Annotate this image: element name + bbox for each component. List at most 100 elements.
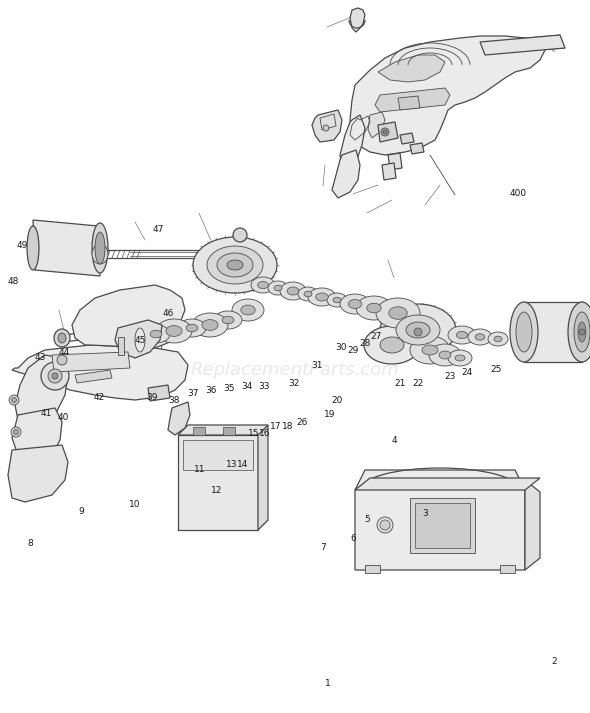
- Ellipse shape: [207, 246, 263, 284]
- Polygon shape: [398, 96, 420, 110]
- Polygon shape: [355, 478, 540, 490]
- Text: 40: 40: [58, 413, 70, 421]
- Ellipse shape: [222, 317, 234, 324]
- Ellipse shape: [396, 315, 440, 345]
- Bar: [365, 565, 380, 573]
- Polygon shape: [12, 408, 62, 462]
- Text: 46: 46: [162, 309, 174, 318]
- Text: 6: 6: [350, 534, 356, 543]
- Text: ReplacementParts.com: ReplacementParts.com: [191, 361, 399, 379]
- Ellipse shape: [308, 288, 336, 306]
- Text: 33: 33: [258, 382, 270, 391]
- Ellipse shape: [475, 334, 485, 340]
- Bar: [193, 427, 205, 435]
- Ellipse shape: [494, 337, 502, 342]
- Text: 29: 29: [347, 347, 359, 355]
- Ellipse shape: [304, 291, 312, 297]
- Text: 3: 3: [422, 509, 428, 518]
- Text: 20: 20: [332, 396, 343, 405]
- Polygon shape: [33, 220, 100, 276]
- Text: 34: 34: [241, 382, 253, 391]
- Ellipse shape: [316, 293, 328, 301]
- Circle shape: [414, 328, 422, 336]
- Polygon shape: [355, 470, 525, 570]
- Ellipse shape: [380, 304, 456, 356]
- Ellipse shape: [298, 287, 318, 301]
- Ellipse shape: [232, 299, 264, 321]
- Polygon shape: [312, 110, 342, 142]
- Polygon shape: [115, 320, 162, 358]
- Polygon shape: [388, 153, 402, 170]
- Text: 41: 41: [40, 409, 52, 418]
- Ellipse shape: [468, 329, 492, 345]
- Ellipse shape: [410, 336, 450, 364]
- Ellipse shape: [448, 326, 476, 344]
- Circle shape: [41, 362, 69, 390]
- Polygon shape: [400, 133, 414, 144]
- Ellipse shape: [280, 282, 306, 300]
- Polygon shape: [178, 435, 258, 530]
- Polygon shape: [525, 480, 540, 570]
- Text: 400: 400: [509, 190, 527, 198]
- Ellipse shape: [92, 223, 108, 273]
- Text: 23: 23: [444, 372, 455, 381]
- Polygon shape: [410, 143, 424, 154]
- Text: 45: 45: [135, 337, 146, 345]
- Ellipse shape: [488, 332, 508, 346]
- Polygon shape: [178, 520, 268, 530]
- Ellipse shape: [389, 307, 407, 319]
- Ellipse shape: [92, 244, 108, 264]
- Text: 25: 25: [490, 365, 502, 374]
- Text: 26: 26: [296, 418, 308, 426]
- Ellipse shape: [27, 226, 39, 270]
- Circle shape: [11, 427, 21, 437]
- Polygon shape: [52, 352, 130, 372]
- Ellipse shape: [367, 303, 381, 313]
- Ellipse shape: [192, 313, 228, 337]
- Text: 44: 44: [58, 349, 70, 357]
- Ellipse shape: [217, 253, 253, 277]
- Text: 5: 5: [364, 515, 370, 523]
- Text: 18: 18: [282, 422, 294, 431]
- Text: 9: 9: [78, 508, 84, 516]
- Polygon shape: [368, 112, 385, 138]
- Ellipse shape: [166, 326, 182, 337]
- Ellipse shape: [241, 305, 255, 315]
- Polygon shape: [8, 445, 68, 502]
- Ellipse shape: [186, 324, 198, 332]
- Text: 12: 12: [211, 486, 223, 495]
- Ellipse shape: [156, 319, 192, 343]
- Text: 35: 35: [223, 384, 235, 393]
- Text: 48: 48: [7, 277, 19, 286]
- Text: 11: 11: [194, 465, 205, 473]
- Ellipse shape: [578, 322, 586, 342]
- Polygon shape: [378, 55, 445, 82]
- Ellipse shape: [258, 282, 268, 289]
- Text: 39: 39: [146, 394, 158, 402]
- Text: 32: 32: [288, 379, 300, 388]
- Text: 38: 38: [168, 396, 180, 405]
- Polygon shape: [350, 8, 365, 32]
- Polygon shape: [524, 302, 582, 362]
- Text: 17: 17: [270, 422, 282, 431]
- Ellipse shape: [364, 326, 420, 364]
- Bar: [183, 440, 253, 470]
- Circle shape: [52, 373, 58, 379]
- Ellipse shape: [356, 296, 392, 320]
- Circle shape: [383, 130, 387, 134]
- Bar: [118, 337, 124, 355]
- Polygon shape: [350, 36, 545, 155]
- Ellipse shape: [510, 302, 538, 362]
- Circle shape: [57, 355, 67, 365]
- Text: 10: 10: [129, 501, 140, 509]
- Polygon shape: [168, 402, 190, 435]
- Text: 15: 15: [248, 429, 260, 438]
- Polygon shape: [178, 425, 268, 435]
- Text: 31: 31: [312, 361, 323, 369]
- Polygon shape: [375, 88, 450, 112]
- Circle shape: [11, 398, 17, 403]
- Ellipse shape: [340, 294, 370, 314]
- Bar: [410, 498, 475, 553]
- Ellipse shape: [135, 328, 145, 352]
- Circle shape: [233, 228, 247, 242]
